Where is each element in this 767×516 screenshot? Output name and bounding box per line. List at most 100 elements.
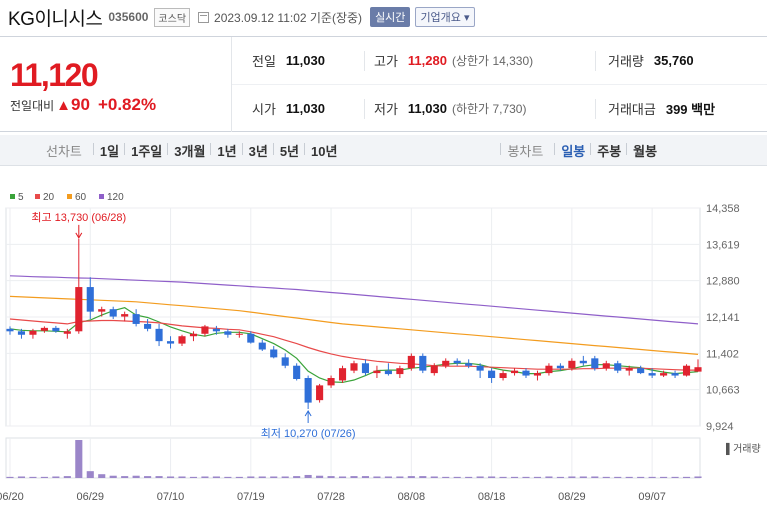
volume-bar [144,476,152,478]
candle-body [247,333,255,343]
candle-tab-daily[interactable]: 일봉 [554,141,591,160]
volume-bar [86,471,94,478]
lower-limit-label: (하한가 [451,102,490,116]
volume-bar [430,476,438,478]
candle-body [316,385,324,401]
upper-limit-value: 14,330) [492,54,534,68]
volume-bar [682,476,691,478]
candle-body [602,363,610,369]
period-tab-5y[interactable]: 5년 [272,141,305,160]
candle-body [293,365,301,379]
candle-tab-weekly[interactable]: 주봉 [590,141,627,160]
volume-value: 35,760 [653,53,694,68]
period-tab-3m[interactable]: 3개월 [167,141,211,160]
volume-bar [671,476,679,478]
lower-limit: (하한가 7,730) [452,100,527,117]
volume-bar [419,476,427,478]
price-change: 전일대비 ▲ 90 +0.82% [10,95,156,115]
period-tab-10y[interactable]: 10년 [304,141,343,160]
candle-body [350,363,358,371]
period-tab-3y[interactable]: 3년 [241,141,274,160]
moving-average-5 [9,307,699,384]
candle-body [682,365,691,376]
trade-value: 거래대금 399 백만 [608,85,715,132]
candle-body [361,363,370,374]
volume-bar [17,476,26,478]
candlestick-chart: 14,358 13,619 12,880 12,141 11,402 10,663 9,92… [0,192,761,503]
candle-body [235,333,243,335]
upper-limit: (상한가 14,330) [452,52,533,69]
period-tab-1w[interactable]: 1주일 [124,141,168,160]
volume-bar [568,476,576,478]
candle-body [98,309,106,312]
candle-tab-monthly[interactable]: 월봉 [626,141,663,160]
divider [595,99,596,119]
candle-body [327,378,335,386]
market-badge: 코스닥 [154,7,191,27]
volume-bar [98,474,106,478]
candle-body [281,357,289,366]
candle-body [442,360,450,366]
candle-body [304,378,312,403]
candle-body [614,363,622,371]
candle-body [109,309,117,317]
moving-average-60 [9,295,699,355]
candle-body [384,370,392,375]
volume-bar [579,476,587,478]
candle-body [637,368,645,374]
x-tick-label: 07/28 [317,491,345,503]
volume-bar [488,476,496,478]
candle-chart-tab[interactable]: 봉차트 [500,141,549,160]
period-tab-1y[interactable]: 1년 [210,141,242,160]
stock-code: 035600 [108,10,149,24]
x-tick-label: 08/18 [478,491,506,503]
x-tick-label: 07/19 [237,491,265,503]
volume-bar [29,476,37,478]
divider [364,99,365,119]
candle-body [579,360,587,364]
line-chart-tab[interactable]: 선차트 [46,143,82,159]
volume-bar [258,476,266,478]
candle-body [121,314,129,317]
stock-header: KG이니시스 035600 코스닥 2023.09.12 11:02 기준(장중… [0,0,767,34]
y-tick-label: 12,880 [706,276,740,288]
open-label: 시가 [252,102,276,117]
volume-bar [453,476,461,478]
candle-body [556,365,564,369]
volume-plot-frame [5,437,701,479]
prev-close-label: 전일 [252,54,276,69]
candle-body [568,360,576,369]
candle-body [224,331,232,335]
candle-body [155,328,163,342]
volume-bar [510,476,519,478]
period-tab-1d[interactable]: 1일 [92,141,125,160]
candle-body [396,368,404,375]
candle-body [671,373,679,376]
candle-body [17,331,26,335]
legend-swatch [67,194,72,199]
volume-bar [166,476,175,478]
volume-bar [533,476,542,478]
candle-body [476,365,484,371]
high-label: 고가 [374,54,398,69]
candle-body [407,355,415,369]
volume-bar [407,476,415,478]
current-price-box: 11,120 전일대비 ▲ 90 +0.82% [0,37,232,132]
volume-bar [40,476,48,478]
x-tick-label: 06/29 [77,491,105,503]
volume-bar [465,476,473,478]
low-value: 11,030 [407,101,447,116]
x-tick-label: 07/10 [157,491,185,503]
candle-body [430,365,438,374]
volume-bar [499,476,507,478]
candle-body [591,358,599,369]
y-tick-label: 9,924 [706,421,734,433]
realtime-button[interactable]: 실시간 [370,7,411,27]
company-info-dropdown[interactable]: 기업개요 ▾ [415,7,475,27]
volume-bar [556,476,564,478]
candle-body [522,370,530,376]
volume-bar [121,476,129,478]
low-annotation: 최저 10,270 (07/26) [261,427,356,440]
volume-bar [281,476,289,478]
y-tick-label: 14,358 [706,203,740,215]
